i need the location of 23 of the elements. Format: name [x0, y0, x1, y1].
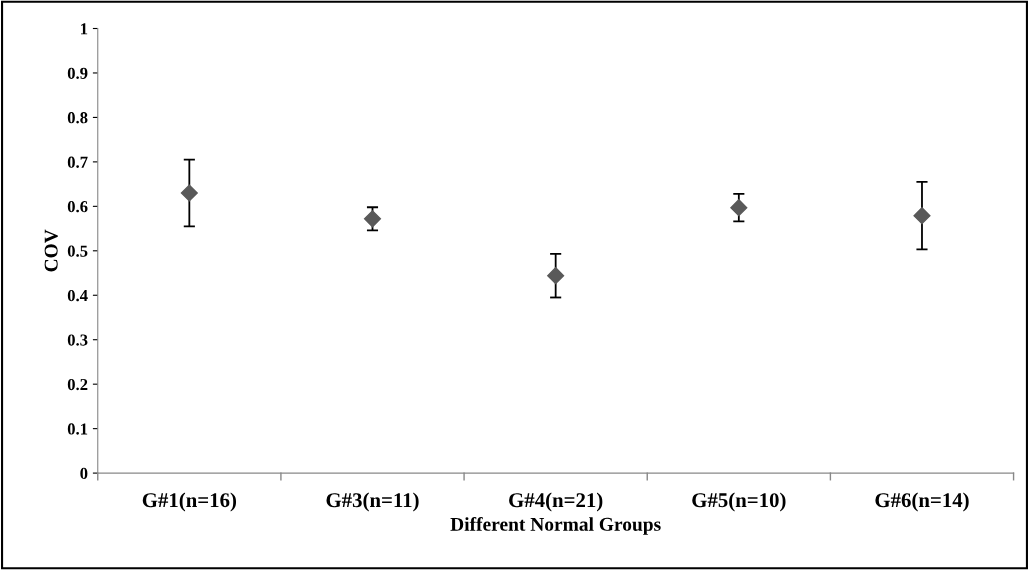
x-tick-label: G#6(n=14) [875, 492, 969, 512]
point [363, 210, 382, 228]
point [180, 184, 198, 202]
point [730, 199, 748, 217]
point [547, 267, 565, 285]
y-tick-label: 0.2 [67, 378, 88, 391]
y-axis-title: COV [44, 229, 58, 272]
x-tick-label: G#4(n=21) [509, 492, 603, 512]
x-axis-title: Different Normal Groups [450, 516, 661, 535]
y-tick-label: 0.4 [67, 289, 88, 302]
y-tick-label: 0 [80, 467, 88, 480]
y-tick-label: 0.9 [67, 67, 88, 79]
x-tick-label: G#3(n=11) [326, 492, 419, 512]
y-tick-label: 0.5 [67, 245, 88, 257]
x-tick-label: G#5(n=10) [692, 492, 786, 512]
y-tick-label: 0.8 [67, 112, 88, 124]
point [913, 207, 931, 225]
y-tick-label: 0.3 [67, 334, 88, 346]
x-tick-label: G#1(n=16) [142, 492, 237, 512]
y-tick-label: 1 [81, 23, 88, 35]
y-tick-label: 0.7 [67, 156, 88, 168]
y-tick-label: 0.6 [67, 201, 88, 213]
y-tick-label: 0.1 [67, 423, 88, 435]
